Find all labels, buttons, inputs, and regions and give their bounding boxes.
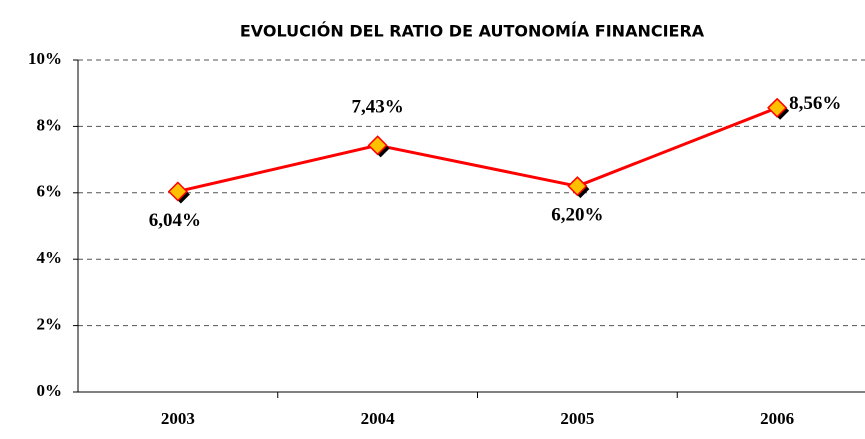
x-tick-label: 2006: [760, 409, 794, 428]
chart-title: EVOLUCIÓN DEL RATIO DE AUTONOMÍA FINANCI…: [240, 22, 705, 41]
y-tick-label: 10%: [28, 49, 62, 68]
y-tick-label: 0%: [37, 381, 63, 400]
y-tick-label: 2%: [37, 315, 63, 334]
marker: [567, 176, 588, 197]
marker: [767, 97, 788, 118]
data-label: 6,04%: [149, 210, 201, 231]
marker: [167, 181, 188, 202]
y-tick-label: 8%: [37, 115, 63, 134]
data-label: 8,56%: [789, 93, 841, 114]
x-tick-label: 2003: [161, 409, 195, 428]
y-tick-label: 6%: [37, 182, 63, 201]
marker: [367, 135, 388, 156]
x-tick-label: 2005: [560, 409, 594, 428]
x-tick-label: 2004: [361, 409, 396, 428]
line: [177, 106, 778, 193]
y-tick-label: 4%: [37, 248, 63, 267]
data-label: 6,20%: [551, 205, 603, 226]
data-label: 7,43%: [352, 97, 404, 118]
